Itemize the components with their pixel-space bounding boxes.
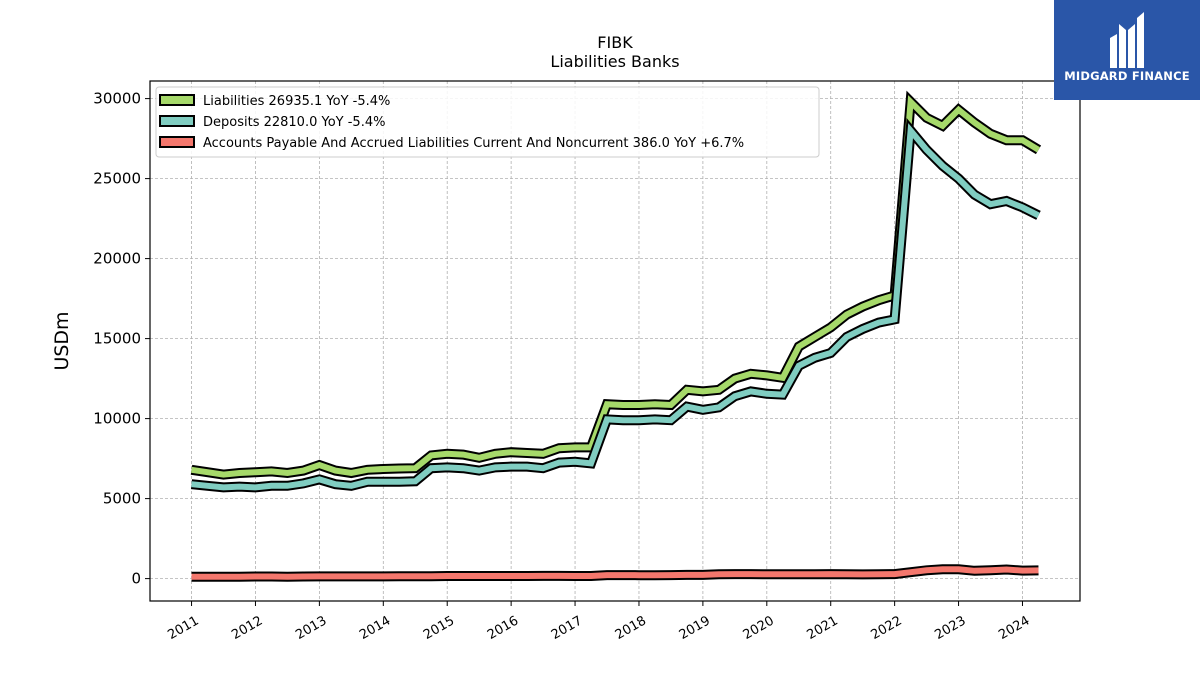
legend-swatch [159,136,195,148]
series-outline [191,118,1041,493]
y-axis-label: USDm [51,311,73,370]
series-stroke [191,566,1039,580]
series-lines [190,90,1042,582]
plot-frame [149,80,1081,602]
x-tick-label: 2021 [805,613,841,643]
chart-subtitle: Liabilities Banks [550,52,679,71]
series-line-2 [191,564,1039,582]
x-tick-label: 2013 [293,613,329,643]
x-tick-label: 2022 [868,613,904,643]
y-tick-label: 10000 [93,410,141,428]
y-tick-label: 0 [131,570,141,588]
legend-box [155,86,820,158]
x-tick-label: 2015 [421,613,457,643]
x-tick-label: 2019 [677,613,713,643]
axes: 0 5000 10000 15000 20000 25000 30000 2011 2012 20… [93,90,1032,643]
x-tick-label: 2024 [996,613,1032,643]
y-tick-label: 15000 [93,330,141,348]
x-tick-label: 2016 [485,613,521,643]
x-tick-label: 2020 [741,613,777,643]
series-stroke [191,123,1040,491]
brand-name: MIDGARD FINANCE [1064,69,1190,83]
legend-entry: Deposits 22810.0 YoY -5.4% [203,115,385,130]
x-tick-label: 2023 [932,613,968,643]
legend-swatch [159,115,195,127]
legend-swatch [159,94,195,106]
legend-entry: Accounts Payable And Accrued Liabilities… [203,136,744,151]
x-tick-label: 2014 [357,613,393,643]
chart-title: FIBK [597,33,633,52]
legend: Liabilities 26935.1 YoY -5.4% Deposits 22… [155,86,820,158]
legend-entry: Liabilities 26935.1 YoY -5.4% [203,94,390,109]
grid [150,81,1080,601]
brand-logo: MIDGARD FINANCE [1054,0,1200,100]
series-line-1 [191,118,1041,493]
midgard-logo-icon [1110,12,1144,68]
y-tick-label: 25000 [93,170,141,188]
x-tick-label: 2012 [229,613,265,643]
x-tick-label: 2018 [613,613,649,643]
y-tick-label: 5000 [103,490,141,508]
x-tick-label: 2011 [165,613,201,643]
y-tick-label: 20000 [93,250,141,268]
y-tick-label: 30000 [93,90,141,108]
x-tick-label: 2017 [549,613,585,643]
